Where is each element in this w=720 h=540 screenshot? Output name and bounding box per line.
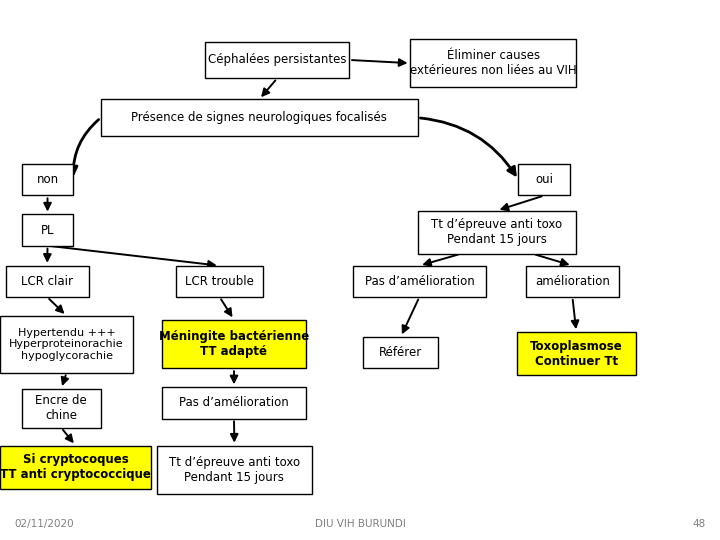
Text: Éliminer causes
extérieures non liées au VIH: Éliminer causes extérieures non liées au… [410, 49, 577, 77]
FancyBboxPatch shape [6, 266, 89, 297]
Text: Tt d’épreuve anti toxo
Pendant 15 jours: Tt d’épreuve anti toxo Pendant 15 jours [168, 456, 300, 484]
Text: 48: 48 [693, 519, 706, 529]
Text: oui: oui [536, 173, 554, 186]
FancyBboxPatch shape [0, 446, 151, 489]
FancyBboxPatch shape [418, 211, 576, 254]
FancyBboxPatch shape [517, 332, 636, 375]
FancyBboxPatch shape [205, 42, 349, 78]
FancyBboxPatch shape [353, 266, 486, 297]
FancyBboxPatch shape [518, 164, 570, 195]
Text: 02/11/2020: 02/11/2020 [14, 519, 74, 529]
Text: Céphalées persistantes: Céphalées persistantes [208, 53, 346, 66]
Text: DIU VIH BURUNDI: DIU VIH BURUNDI [315, 519, 405, 529]
FancyBboxPatch shape [363, 337, 438, 368]
Text: PL: PL [41, 224, 54, 237]
FancyBboxPatch shape [0, 316, 133, 373]
Text: amélioration: amélioration [535, 275, 610, 288]
Text: Méningite bactérienne
TT adapté: Méningite bactérienne TT adapté [159, 330, 309, 358]
FancyBboxPatch shape [157, 446, 312, 494]
Text: Référer: Référer [379, 346, 423, 359]
FancyBboxPatch shape [22, 164, 73, 195]
Text: Toxoplasmose
Continuer Tt: Toxoplasmose Continuer Tt [530, 340, 623, 368]
FancyBboxPatch shape [22, 214, 73, 246]
FancyBboxPatch shape [410, 39, 576, 87]
Text: non: non [37, 173, 58, 186]
Text: Pas d’amélioration: Pas d’amélioration [179, 396, 289, 409]
Text: Si cryptocoques
TT anti cryptococcique: Si cryptocoques TT anti cryptococcique [0, 453, 151, 481]
FancyBboxPatch shape [176, 266, 263, 297]
FancyBboxPatch shape [526, 266, 619, 297]
FancyBboxPatch shape [162, 320, 306, 368]
Text: Pas d’amélioration: Pas d’amélioration [364, 275, 474, 288]
FancyBboxPatch shape [22, 389, 101, 428]
Text: LCR trouble: LCR trouble [185, 275, 254, 288]
Text: Encre de
chine: Encre de chine [35, 394, 87, 422]
Text: Présence de signes neurologiques focalisés: Présence de signes neurologiques focalis… [131, 111, 387, 124]
FancyBboxPatch shape [162, 387, 306, 419]
Text: LCR clair: LCR clair [21, 275, 73, 288]
FancyBboxPatch shape [101, 99, 418, 136]
Text: Hypertendu +++
Hyperproteinorachie
hypoglycorachie: Hypertendu +++ Hyperproteinorachie hypog… [9, 328, 124, 361]
Text: Tt d’épreuve anti toxo
Pendant 15 jours: Tt d’épreuve anti toxo Pendant 15 jours [431, 218, 562, 246]
